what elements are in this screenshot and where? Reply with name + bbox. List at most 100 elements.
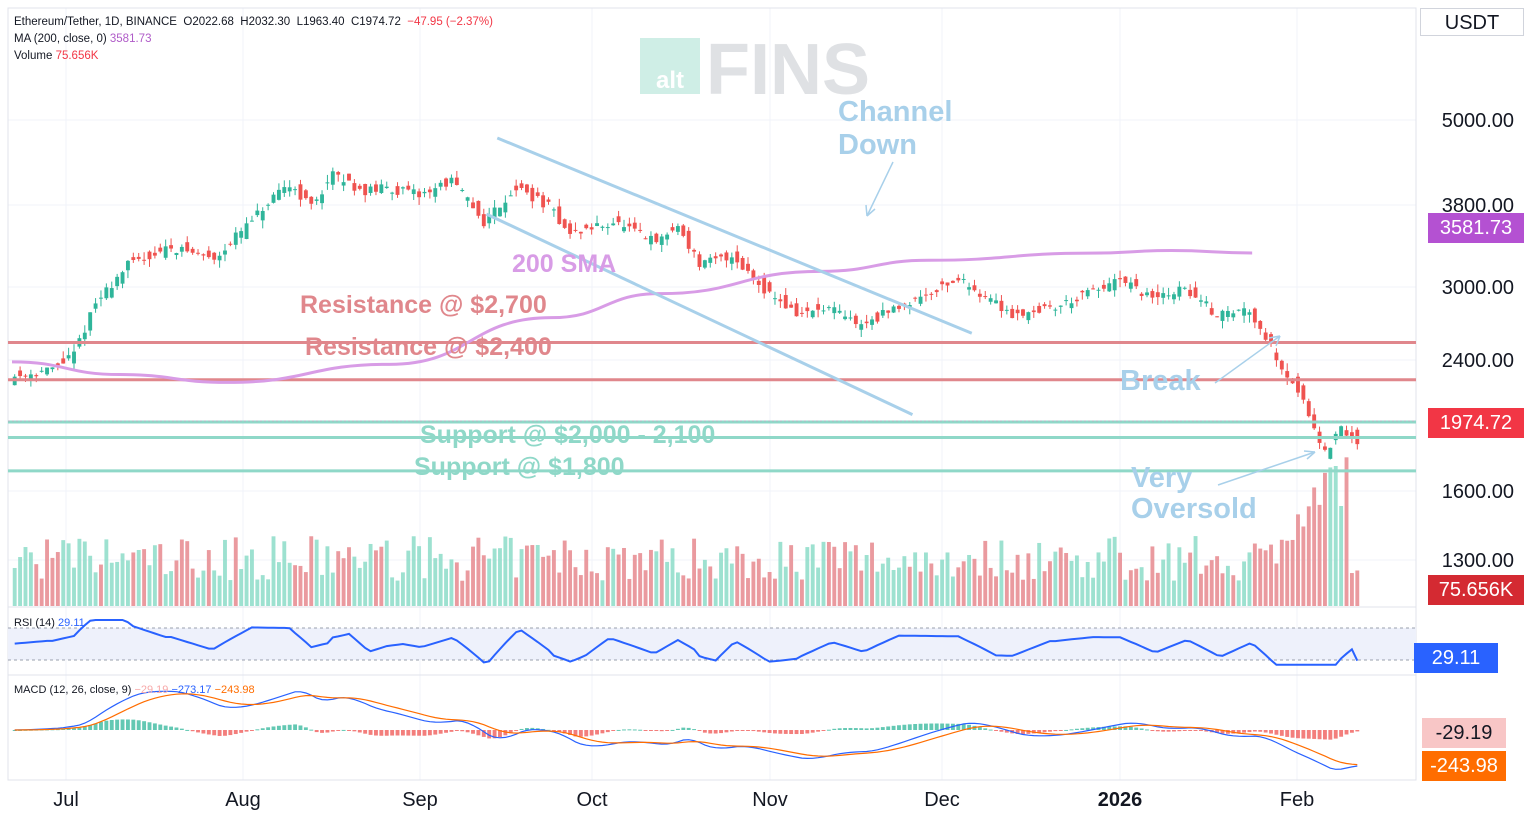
channel-upper-line [496, 136, 973, 335]
candle-body [465, 197, 470, 201]
candle-body [1274, 352, 1279, 361]
volume-bar [988, 567, 993, 606]
candle-body [255, 210, 260, 216]
volume-bar [1209, 560, 1214, 606]
candle-body [179, 246, 184, 252]
macd-histogram-bar [1269, 730, 1273, 734]
y-tick-label: 2400.00 [1442, 350, 1514, 372]
volume-bar [1091, 577, 1096, 606]
candle-body [999, 300, 1004, 312]
candle-body [449, 177, 454, 184]
x-tick-label: Nov [752, 789, 788, 811]
candle-body [1279, 360, 1284, 370]
macd-histogram-bar [875, 727, 880, 730]
macd-histogram-bar [983, 728, 988, 730]
macd-histogram-bar [1274, 730, 1279, 735]
rsi-legend-value: 29.11 [58, 617, 85, 629]
candle-body [1339, 426, 1344, 437]
candle-body [1004, 309, 1009, 311]
candle-body [568, 223, 573, 234]
oversold-label: Very [1131, 462, 1192, 494]
volume-bar [649, 549, 653, 606]
candle-body [1085, 290, 1090, 297]
volume-bar [109, 562, 114, 606]
candle-body [1096, 289, 1101, 291]
volume-bar [1021, 579, 1025, 606]
volume-bar [454, 562, 459, 606]
candle-body [1074, 299, 1079, 302]
macd-histogram-bar [692, 729, 697, 731]
candle-body [109, 288, 114, 298]
candle-body [794, 303, 799, 317]
volume-bar [1306, 506, 1311, 606]
macd-histogram-bar [206, 730, 211, 735]
volume-bar [368, 543, 373, 606]
candle-body [870, 319, 874, 325]
macd-histogram-bar [1048, 730, 1052, 732]
candle-body [799, 312, 804, 314]
volume-bar [1225, 565, 1230, 606]
macd-histogram-bar [1198, 730, 1203, 731]
volume-bar [778, 541, 783, 606]
macd-histogram-bar [729, 730, 734, 732]
volume-bar [1328, 467, 1333, 606]
channel-arrow [866, 161, 894, 217]
chart-frame [7, 7, 1417, 781]
candle-body [557, 206, 562, 224]
macd-histogram-bar [228, 730, 233, 736]
volume-bar [255, 579, 260, 606]
candle-body [169, 245, 174, 249]
volume-bar [379, 546, 384, 606]
macd-histogram-bar [519, 728, 524, 730]
candle-body [816, 304, 821, 310]
volume-bar [1069, 560, 1074, 606]
volume-bar [562, 540, 567, 606]
volume-bar [1161, 559, 1166, 606]
volume-bar [864, 555, 869, 606]
candle-body [1064, 300, 1069, 302]
candle-body [832, 307, 837, 314]
x-tick-label: Dec [924, 789, 960, 811]
candle-body [708, 257, 713, 263]
candle-body [1301, 385, 1306, 400]
candle-body [390, 192, 395, 194]
macd-histogram-bar [649, 730, 653, 731]
x-tick-label: Sep [402, 789, 438, 811]
volume-bar [1220, 573, 1225, 606]
macd-histogram-bar [508, 730, 513, 734]
volume-bar [913, 552, 918, 606]
y-tick-label: 3800.00 [1442, 195, 1514, 217]
macd-histogram-bar [266, 727, 271, 730]
candle-body [444, 178, 448, 187]
candle-body [940, 281, 945, 285]
volume-bar [266, 579, 271, 606]
candle-body [228, 243, 233, 245]
candle-body [39, 370, 44, 372]
candle-body [530, 187, 535, 202]
macd-histogram-bar [66, 728, 71, 730]
currency-selector[interactable]: USDT [1420, 8, 1524, 36]
macd-histogram-bar [368, 730, 373, 735]
macd-histogram-bar [1204, 730, 1209, 732]
volume-bar [61, 540, 66, 606]
volume-bar [1215, 556, 1220, 606]
macd-histogram-bar [1236, 730, 1241, 734]
macd-histogram-bar [994, 730, 998, 731]
volume-bar [309, 536, 314, 606]
rsi-line [14, 619, 1359, 666]
macd-histogram-bar [762, 730, 767, 733]
volume-bar [627, 578, 632, 606]
sma-label: 200 SMA [512, 250, 616, 278]
volume-bar [201, 570, 206, 606]
candle-body [454, 177, 459, 185]
candle-body [843, 316, 848, 320]
macd-histogram-bar [104, 720, 109, 730]
macd-histogram-bar [212, 730, 217, 736]
candle-body [1236, 309, 1241, 311]
macd-histogram-bar [498, 730, 502, 738]
candle-body [1306, 401, 1311, 417]
macd-signal-badge: -243.98 [1422, 751, 1506, 781]
macd-histogram-bar [595, 730, 599, 735]
volume-bar [341, 558, 346, 606]
volume-bar [756, 558, 761, 606]
